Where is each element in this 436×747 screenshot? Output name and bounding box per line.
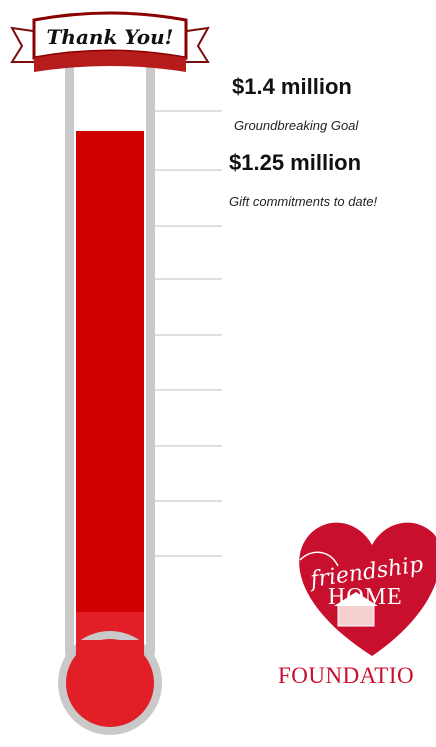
logo-foundation-text: FOUNDATIO <box>278 663 415 688</box>
raised-amount: $1.25 million <box>229 150 362 175</box>
goal-caption: Groundbreaking Goal <box>234 118 359 133</box>
progress-fill <box>76 131 144 665</box>
foundation-logo <box>299 522 436 656</box>
goal-amount: $1.4 million <box>232 74 352 99</box>
logo-home-text: HOME <box>328 584 403 610</box>
scale-ticks <box>152 110 222 557</box>
bulb-neck <box>76 640 144 670</box>
thank-you-banner: Thank You! <box>10 11 210 72</box>
raised-caption: Gift commitments to date! <box>229 194 378 209</box>
heart-icon <box>299 522 436 656</box>
banner-text: Thank You! <box>47 25 174 49</box>
